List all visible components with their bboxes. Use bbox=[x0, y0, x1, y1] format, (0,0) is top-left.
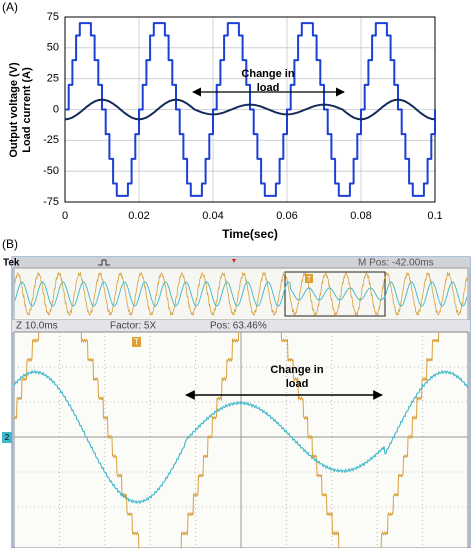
scope-voltage bbox=[14, 332, 440, 548]
trigger-state bbox=[232, 259, 236, 263]
channel-marker bbox=[2, 432, 12, 443]
scope-annotation: load bbox=[286, 378, 309, 390]
series-line bbox=[64, 98, 436, 121]
zoom-window bbox=[284, 271, 386, 317]
scope-mpos: M Pos: -42.00ms bbox=[358, 258, 434, 269]
y-tick-label: -50 bbox=[43, 165, 59, 177]
scope-current bbox=[14, 369, 468, 505]
x-tick-label: 0.06 bbox=[276, 210, 297, 222]
y-tick-label: -75 bbox=[43, 196, 59, 208]
scope-waves bbox=[14, 271, 468, 548]
x-tick-label: 0.08 bbox=[350, 210, 371, 222]
scope-annotation: Change in bbox=[270, 364, 323, 376]
x-tick-label: 0.04 bbox=[202, 210, 223, 222]
scope-pos: Pos: 63.46% bbox=[210, 321, 267, 332]
y-tick-label: 0 bbox=[53, 103, 59, 115]
scope-current-overview bbox=[14, 281, 468, 307]
y-axis-title: Output voltage (V) Load current (A) bbox=[8, 62, 33, 158]
x-tick-label: 0.02 bbox=[128, 210, 149, 222]
trigger-icon bbox=[98, 259, 110, 266]
scope-factor: Factor: 5X bbox=[110, 321, 156, 332]
scope-zoom-header bbox=[12, 320, 470, 332]
trigger-marker-label: T bbox=[307, 276, 312, 283]
y-tick-label: -25 bbox=[43, 134, 59, 146]
trigger-marker bbox=[305, 274, 313, 283]
channel-label: 2 bbox=[5, 433, 10, 442]
y-tick-label: 50 bbox=[47, 42, 59, 54]
y-axis-title-line: Output voltage (V) bbox=[8, 62, 20, 158]
y-tick-label: 25 bbox=[47, 73, 59, 85]
annotation: Change in bbox=[241, 68, 294, 80]
scope-header bbox=[12, 257, 470, 268]
x-tick-label: 0 bbox=[62, 210, 68, 222]
panel-label: (B) bbox=[2, 237, 18, 251]
scope-zoom: Z 10.0ms bbox=[16, 321, 58, 332]
panel-label: (A) bbox=[2, 0, 18, 14]
trigger-marker bbox=[132, 337, 141, 347]
trigger-marker-label: T bbox=[134, 338, 139, 347]
y-tick-label: 75 bbox=[47, 11, 59, 23]
series-line bbox=[65, 22, 436, 197]
y-axis-title-line: Load current (A) bbox=[21, 67, 33, 153]
x-tick-label: 0.1 bbox=[427, 210, 442, 222]
scope-voltage-overview bbox=[14, 271, 468, 317]
scope-overview bbox=[13, 267, 469, 321]
x-axis-title: Time(sec) bbox=[222, 227, 278, 241]
scope-brand: Tek bbox=[3, 258, 20, 269]
